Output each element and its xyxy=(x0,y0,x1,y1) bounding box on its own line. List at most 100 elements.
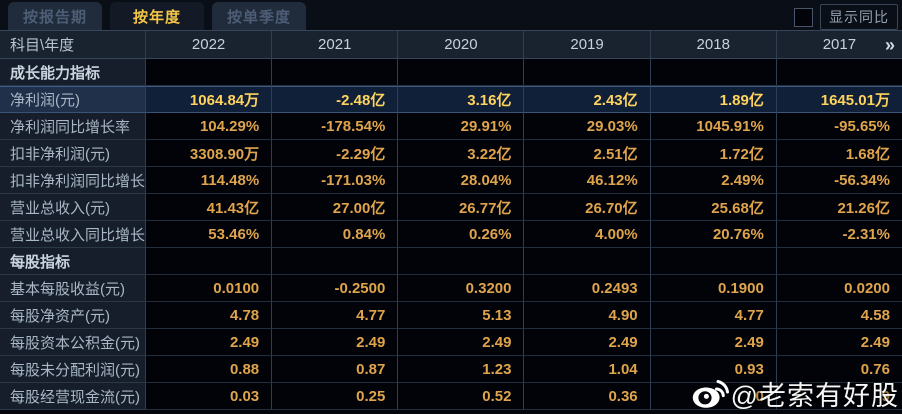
cell-value: 1.23 xyxy=(397,356,524,383)
cell-value: 1.68亿 xyxy=(775,140,902,167)
cell-value xyxy=(649,59,776,86)
cell-value: 4.58 xyxy=(775,302,902,329)
row-label: 成长能力指标 xyxy=(0,59,145,86)
cell-value: 1.04 xyxy=(523,356,650,383)
year-header-2022[interactable]: 2022 xyxy=(145,31,272,59)
row-label: 扣非净利润同比增长率 xyxy=(0,167,145,194)
year-header-2017[interactable]: 2017» xyxy=(775,31,902,59)
cell-value: 114.48% xyxy=(145,167,272,194)
cell-value xyxy=(271,248,398,275)
cell-value: -95.65% xyxy=(775,113,902,140)
cell-value: 1645.01万 xyxy=(775,86,902,113)
cell-value: 2.49 xyxy=(775,329,902,356)
cell-value: 2.51亿 xyxy=(523,140,650,167)
cell-value xyxy=(523,59,650,86)
tab-single-quarter[interactable]: 按单季度 xyxy=(212,2,306,30)
cell-value: 26.77亿 xyxy=(397,194,524,221)
cell-value: 0.1900 xyxy=(649,275,776,302)
cell-value: 0.87 xyxy=(271,356,398,383)
cell-value xyxy=(271,59,398,86)
cell-value: 4.77 xyxy=(649,302,776,329)
cell-value: 25.68亿 xyxy=(649,194,776,221)
cell-value: 0.88 xyxy=(145,356,272,383)
more-years-icon[interactable]: » xyxy=(884,34,895,55)
cell-value: -56.34% xyxy=(775,167,902,194)
cell-value: 0.52 xyxy=(397,383,524,410)
cell-value: 0.03 xyxy=(145,383,272,410)
cell-value: -2.31% xyxy=(775,221,902,248)
cell-value: 0.0100 xyxy=(145,275,272,302)
cell-value: 3.16亿 xyxy=(397,86,524,113)
yoy-controls: 显示同比 xyxy=(794,4,898,30)
cell-value: 2.43亿 xyxy=(523,86,650,113)
cell-value xyxy=(649,248,776,275)
cell-value: 29.91% xyxy=(397,113,524,140)
cell-value: 9 xyxy=(775,383,902,410)
cell-value: 2.49% xyxy=(649,167,776,194)
cell-value: 53.46% xyxy=(145,221,272,248)
row-label: 基本每股收益(元) xyxy=(0,275,145,302)
year-header-2018[interactable]: 2018 xyxy=(649,31,776,59)
cell-value: 0.36 xyxy=(523,383,650,410)
cell-value: 41.43亿 xyxy=(145,194,272,221)
row-label: 每股资本公积金(元) xyxy=(0,329,145,356)
cell-value: 27.00亿 xyxy=(271,194,398,221)
cell-value: 3308.90万 xyxy=(145,140,272,167)
cell-value: 1.89亿 xyxy=(649,86,776,113)
cell-value: 2.49 xyxy=(397,329,524,356)
cell-value: -2.29亿 xyxy=(271,140,398,167)
cell-value xyxy=(145,248,272,275)
cell-value: 0.3200 xyxy=(397,275,524,302)
cell-value: 2.49 xyxy=(649,329,776,356)
cell-value: 5.13 xyxy=(397,302,524,329)
year-header-2021[interactable]: 2021 xyxy=(271,31,398,59)
cell-value: 29.03% xyxy=(523,113,650,140)
cell-value: 0.0200 xyxy=(775,275,902,302)
row-label: 扣非净利润(元) xyxy=(0,140,145,167)
cell-value: 0.84% xyxy=(271,221,398,248)
show-yoy-checkbox[interactable] xyxy=(794,7,813,27)
cell-value xyxy=(145,59,272,86)
cell-value: 21.26亿 xyxy=(775,194,902,221)
cell-value: 2.49 xyxy=(523,329,650,356)
cell-value: 0.26% xyxy=(397,221,524,248)
row-label: 每股经营现金流(元) xyxy=(0,383,145,410)
cell-value xyxy=(775,59,902,86)
financial-data-table: 科目\年度 2022 2021 2020 2019 2018 2017» 成长能力指标 净利润(… xyxy=(0,30,902,410)
cell-value xyxy=(397,248,524,275)
cell-value xyxy=(397,59,524,86)
cell-value: 4.00% xyxy=(523,221,650,248)
show-yoy-label[interactable]: 显示同比 xyxy=(820,4,898,30)
row-label: 营业总收入(元) xyxy=(0,194,145,221)
cell-value: 3.22亿 xyxy=(397,140,524,167)
tab-report-period[interactable]: 按报告期 xyxy=(8,2,102,30)
cell-value: 20.76% xyxy=(649,221,776,248)
cell-value xyxy=(775,248,902,275)
cell-value: 2.49 xyxy=(271,329,398,356)
cell-value: 0.2493 xyxy=(523,275,650,302)
row-label: 营业总收入同比增长率 xyxy=(0,221,145,248)
row-label: 每股未分配利润(元) xyxy=(0,356,145,383)
period-tabbar: 按报告期 按年度 按单季度 显示同比 xyxy=(0,0,902,30)
cell-value: 2.49 xyxy=(145,329,272,356)
cell-value: 0.93 xyxy=(649,356,776,383)
cell-value: -0.2500 xyxy=(271,275,398,302)
cell-value: -178.54% xyxy=(271,113,398,140)
tab-annual[interactable]: 按年度 xyxy=(110,2,204,30)
cell-value: 46.12% xyxy=(523,167,650,194)
cell-value: 1064.84万 xyxy=(145,86,272,113)
corner-header: 科目\年度 xyxy=(0,31,145,59)
cell-value: 4.78 xyxy=(145,302,272,329)
row-label: 每股净资产(元) xyxy=(0,302,145,329)
row-label: 每股指标 xyxy=(0,248,145,275)
cell-value: 26.70亿 xyxy=(523,194,650,221)
year-header-2019[interactable]: 2019 xyxy=(523,31,650,59)
cell-value: 0.25 xyxy=(271,383,398,410)
cell-value: 104.29% xyxy=(145,113,272,140)
year-header-2020[interactable]: 2020 xyxy=(397,31,524,59)
cell-value: -171.03% xyxy=(271,167,398,194)
cell-value: 1045.91% xyxy=(649,113,776,140)
cell-value: -2.48亿 xyxy=(271,86,398,113)
cell-value: 4.77 xyxy=(271,302,398,329)
